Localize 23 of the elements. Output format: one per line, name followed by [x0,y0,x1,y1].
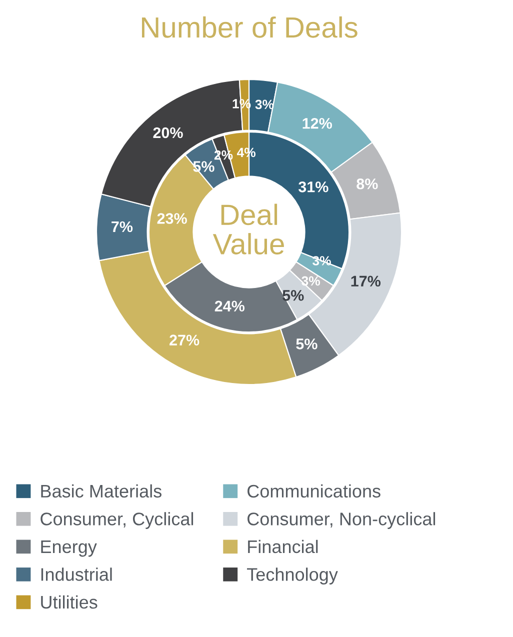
data-label: 12% [302,118,332,129]
legend-label: Communications [248,484,380,498]
legend-label: Consumer, Non-cyclical [248,512,436,529]
data-label: 3% [302,276,320,286]
data-label: 7% [112,221,133,232]
data-label: 5% [282,290,304,301]
chart-title: Number of Deals [142,16,358,38]
data-label: 5% [296,338,318,350]
legend-label: Financial [248,540,318,554]
legend-label: Technology [247,568,338,584]
legend-label: Basic Materials [41,484,162,498]
text: Deal Value [212,204,284,254]
data-label: 8% [356,178,378,190]
data-label: 31% [298,181,328,192]
legend-label: Consumer, Cyclical [40,512,194,529]
data-label: 23% [157,213,187,224]
data-label: 24% [214,300,245,312]
legend-label: Utilities [41,595,98,609]
legend-label: Industrial [41,568,112,581]
data-label: 27% [170,334,200,346]
data-label: 20% [153,127,183,138]
data-label: 17% [351,276,381,287]
legend-label: Energy [41,540,97,557]
